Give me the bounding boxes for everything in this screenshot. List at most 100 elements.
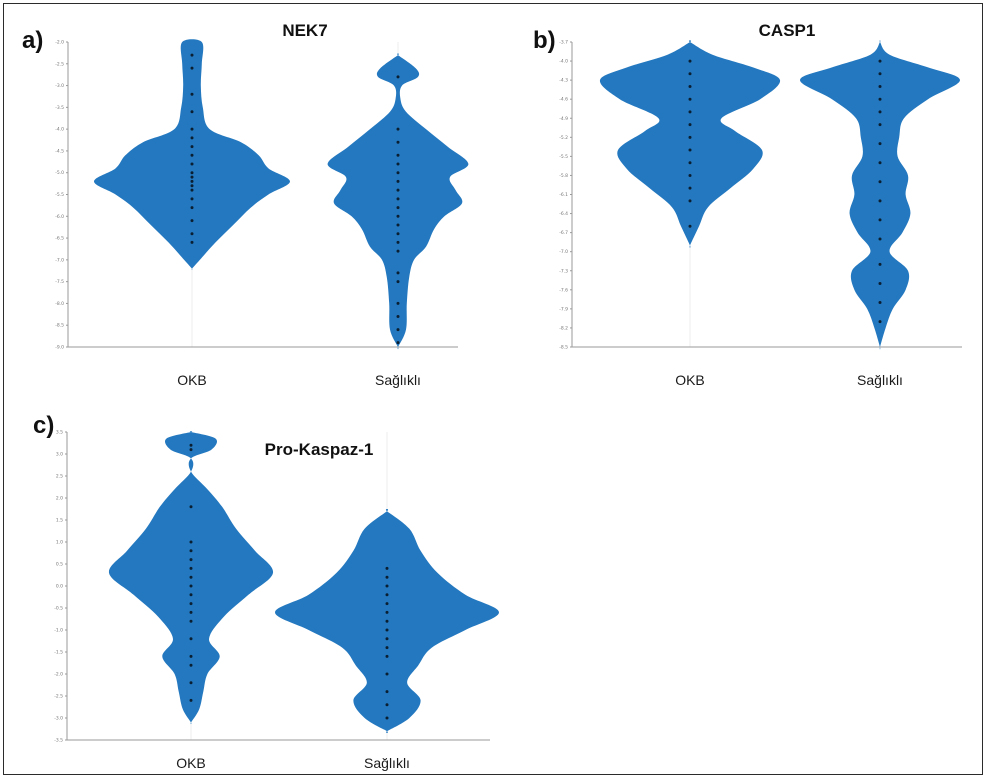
chart-title: NEK7: [282, 21, 327, 40]
data-point: [189, 549, 193, 553]
data-point: [878, 142, 882, 146]
data-point: [190, 136, 194, 140]
y-tick-label: -4.0: [55, 127, 64, 133]
y-tick-label: 0.5: [56, 562, 63, 568]
data-point: [878, 199, 882, 203]
y-tick-label: -5.5: [559, 154, 568, 160]
y-tick-label: -5.8: [559, 173, 568, 179]
data-point: [396, 75, 400, 79]
data-point: [385, 672, 389, 676]
data-point: [878, 123, 882, 127]
data-point: [189, 443, 193, 447]
data-point: [189, 505, 193, 509]
data-point: [396, 140, 400, 144]
data-point: [688, 161, 692, 165]
category-label: Sağlıklı: [375, 372, 421, 388]
y-tick-label: -6.4: [559, 211, 568, 217]
data-point: [385, 690, 389, 694]
data-point: [396, 315, 400, 318]
data-point: [396, 127, 400, 131]
y-tick-label: -1.0: [54, 628, 63, 634]
y-tick-label: -6.5: [55, 236, 64, 242]
category-label: OKB: [177, 372, 207, 388]
y-tick-label: -2.0: [55, 40, 64, 46]
y-tick-label: -4.3: [559, 78, 568, 84]
data-point: [396, 171, 400, 175]
data-point: [385, 566, 389, 570]
y-tick-label: -5.2: [559, 135, 568, 141]
y-tick-label: -7.3: [559, 268, 568, 274]
violin-okb: [599, 40, 781, 248]
y-tick-label: -4.5: [55, 148, 64, 154]
data-point: [190, 171, 194, 175]
data-point: [878, 72, 882, 76]
y-tick-label: 0.0: [56, 584, 63, 590]
y-tick-label: -3.7: [559, 40, 568, 46]
data-point: [878, 218, 882, 222]
y-tick-label: -7.9: [559, 306, 568, 312]
y-tick-label: -6.0: [55, 214, 64, 220]
data-point: [878, 59, 882, 63]
data-point: [189, 681, 193, 685]
figure-frame: [3, 3, 983, 775]
data-point: [189, 566, 193, 570]
y-tick-label: 3.0: [56, 452, 63, 458]
data-point: [190, 219, 194, 223]
panel-label: a): [22, 27, 43, 54]
y-tick-label: -7.0: [559, 249, 568, 255]
y-tick-label: 1.0: [56, 540, 63, 546]
data-point: [878, 180, 882, 184]
y-tick-label: -7.6: [559, 287, 568, 293]
data-point: [190, 232, 194, 236]
data-point: [385, 628, 389, 632]
y-tick-label: -5.5: [55, 192, 64, 198]
data-point: [190, 66, 194, 70]
panel-label: c): [33, 412, 54, 439]
data-point: [385, 610, 389, 614]
data-point: [190, 53, 194, 57]
data-point: [385, 619, 389, 623]
data-point: [688, 72, 692, 76]
y-tick-label: -0.5: [54, 606, 63, 612]
data-point: [385, 584, 389, 588]
data-point: [396, 271, 400, 275]
data-point: [878, 237, 882, 241]
data-point: [189, 654, 193, 658]
y-tick-label: -2.5: [54, 694, 63, 700]
y-tick-label: -7.5: [55, 279, 64, 285]
data-point: [189, 593, 193, 597]
y-tick-label: -6.7: [559, 230, 568, 236]
data-point: [688, 123, 692, 127]
data-point: [878, 97, 882, 101]
chart-title: CASP1: [759, 21, 816, 40]
data-point: [396, 301, 400, 305]
y-tick-label: -5.0: [55, 170, 64, 176]
y-tick-label: -8.5: [559, 345, 568, 351]
y-tick-label: 1.5: [56, 518, 63, 524]
category-label: OKB: [176, 755, 206, 771]
data-point: [190, 145, 194, 149]
data-point: [385, 703, 389, 707]
y-tick-label: -3.5: [54, 738, 63, 744]
y-tick-label: -3.5: [55, 105, 64, 111]
chart-title: Pro-Kaspaz-1: [265, 440, 374, 459]
data-point: [190, 184, 194, 188]
data-point: [878, 84, 882, 88]
data-point: [688, 173, 692, 177]
data-point: [688, 148, 692, 152]
data-point: [878, 161, 882, 165]
y-tick-label: 2.5: [56, 474, 63, 480]
data-point: [688, 110, 692, 114]
y-tick-label: -8.5: [55, 323, 64, 329]
data-point: [190, 92, 194, 96]
y-tick-label: -1.5: [54, 650, 63, 656]
data-point: [190, 175, 194, 179]
data-point: [878, 262, 882, 266]
y-tick-label: -4.0: [559, 59, 568, 65]
category-label: OKB: [675, 372, 705, 388]
y-tick-label: -4.6: [559, 97, 568, 103]
data-point: [396, 249, 400, 253]
data-point: [190, 127, 194, 131]
data-point: [396, 188, 400, 192]
